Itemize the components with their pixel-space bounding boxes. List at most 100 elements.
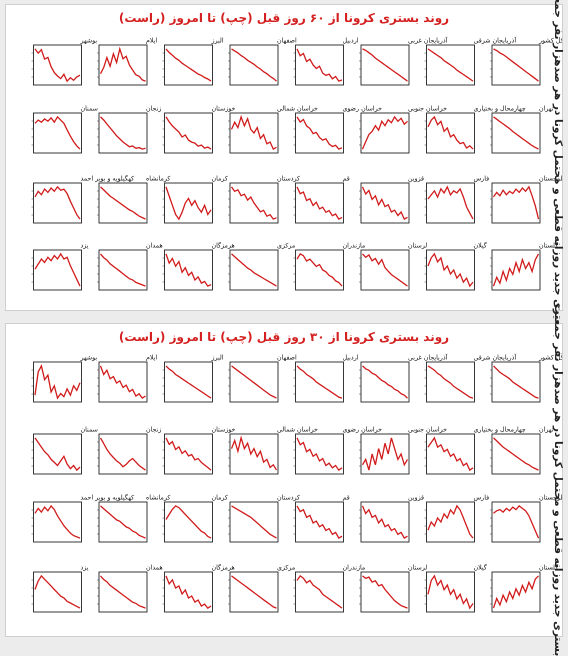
- trend-line: [99, 46, 146, 82]
- plot-frame: [360, 182, 410, 224]
- province-title: لرستان: [408, 243, 427, 250]
- trend-line: [100, 186, 146, 220]
- trend-line: [230, 114, 277, 151]
- province-title: اردبیل: [343, 355, 359, 362]
- province-title: تهران: [539, 427, 554, 434]
- trend-line: [296, 365, 343, 399]
- chart-panel-60-days: روند بستری کرونا از ۶۰ روز قبل (چپ) تا ا…: [5, 0, 564, 334]
- province-plot: ایلام: [97, 38, 157, 86]
- trend-line: [165, 575, 212, 609]
- province-title: تهران: [539, 106, 554, 113]
- province-plot: بوشهر: [31, 355, 97, 403]
- province-title: قم: [343, 176, 350, 183]
- province-plot: خراسان شمالی: [228, 106, 318, 154]
- province-plot: سمنان: [31, 106, 98, 154]
- province-plot: کرمان: [162, 176, 228, 224]
- province-plot: سمنان: [31, 427, 98, 475]
- province-title: لرستان: [408, 565, 427, 572]
- province-plot: کل کشور: [490, 38, 562, 86]
- province-title: فارس: [474, 495, 490, 502]
- province-title: قم: [343, 495, 350, 502]
- trend-line: [296, 186, 343, 220]
- province-plot: آذربایجان غربی: [359, 353, 448, 403]
- province-title: البرز: [211, 38, 224, 45]
- province-title: کرمانشاه: [146, 495, 170, 502]
- province-plot: خراسان جنوبی: [359, 106, 447, 154]
- province-plot: همدان: [97, 243, 163, 291]
- trend-line: [427, 115, 474, 150]
- trend-line: [493, 505, 540, 539]
- province-plot: زنجان: [97, 106, 161, 154]
- trend-line: [362, 253, 408, 287]
- trend-line: [493, 48, 539, 82]
- trend-line: [99, 365, 146, 399]
- trend-line: [231, 48, 277, 82]
- province-title: آذربایجان غربی: [408, 36, 448, 45]
- trend-line: [165, 505, 212, 539]
- province-title: خوزستان: [212, 106, 236, 113]
- panel-title: روند بستری کرونا از ۳۰ روز قبل (چپ) تا ا…: [118, 330, 450, 344]
- province-title: گلستان: [539, 242, 558, 250]
- province-plot: کردستان: [228, 176, 300, 224]
- province-plot: قزوین: [359, 495, 424, 543]
- province-plot: کهگیلویه و بویر احمد: [31, 494, 134, 543]
- province-plot: البرز: [162, 38, 224, 86]
- province-title: کرمان: [212, 495, 228, 502]
- trend-line: [361, 186, 408, 221]
- trend-line: [361, 115, 408, 150]
- trend-line: [362, 48, 408, 82]
- trend-line: [296, 574, 343, 609]
- trend-line: [34, 574, 81, 609]
- province-plot: گلستان: [490, 242, 558, 291]
- trend-line: [230, 186, 277, 220]
- province-title: هرمزگان: [212, 242, 235, 250]
- trend-line: [165, 253, 212, 287]
- province-plot: خراسان جنوبی: [359, 427, 447, 475]
- trend-line: [492, 575, 539, 609]
- province-title: خراسان شمالی: [277, 106, 318, 113]
- province-plot: فارس: [424, 495, 490, 543]
- province-plot: کل کشور: [490, 355, 562, 403]
- trend-line: [493, 365, 539, 399]
- province-title: مازندران: [343, 243, 366, 250]
- province-plot: خراسان رضوی: [293, 427, 382, 475]
- province-title: زنجان: [146, 427, 161, 434]
- y-axis-label: بستری جدید روزانه قطعی و محتمل کرونا در …: [552, 0, 564, 334]
- province-plot: آذربایجان شرقی: [424, 36, 516, 86]
- plot-frame: [98, 112, 148, 154]
- province-title: یزد: [81, 565, 89, 572]
- province-title: همدان: [146, 243, 163, 250]
- province-title: اصفهان: [277, 355, 297, 362]
- province-plot: البرز: [162, 355, 224, 403]
- trend-line: [100, 505, 146, 539]
- province-title: خراسان شمالی: [277, 427, 318, 434]
- plot-frame: [295, 44, 344, 86]
- province-plot: زنجان: [97, 427, 161, 475]
- trend-line: [492, 185, 540, 220]
- province-title: آذربایجان غربی: [408, 353, 448, 362]
- province-title: سمنان: [81, 106, 98, 113]
- province-title: فارس: [474, 176, 490, 183]
- province-plot: یزد: [31, 243, 89, 291]
- plot-frame: [229, 249, 279, 291]
- trend-line: [427, 365, 474, 399]
- province-plot: سیستان و بلوچستان: [490, 495, 562, 543]
- trend-line: [231, 253, 277, 287]
- province-plot: تهران: [490, 106, 554, 154]
- province-plot: قم: [293, 176, 350, 224]
- province-plot: اصفهان: [228, 355, 297, 403]
- province-plot: فارس: [424, 176, 490, 224]
- province-plot: هرمزگان: [162, 242, 235, 291]
- province-plot: کردستان: [228, 495, 300, 543]
- plot-frame: [295, 501, 344, 543]
- plot-frame: [33, 182, 82, 224]
- trend-line: [427, 504, 474, 539]
- province-plot: خراسان رضوی: [293, 106, 382, 154]
- plot-frame: [98, 44, 148, 86]
- trend-line: [361, 505, 408, 539]
- province-title: آذربایجان شرقی: [474, 353, 517, 362]
- plot-frame: [229, 433, 279, 475]
- plot-frame: [426, 249, 475, 291]
- province-plot: گلستان: [490, 564, 558, 613]
- province-title: کهگیلویه و بویر احمد: [81, 175, 135, 183]
